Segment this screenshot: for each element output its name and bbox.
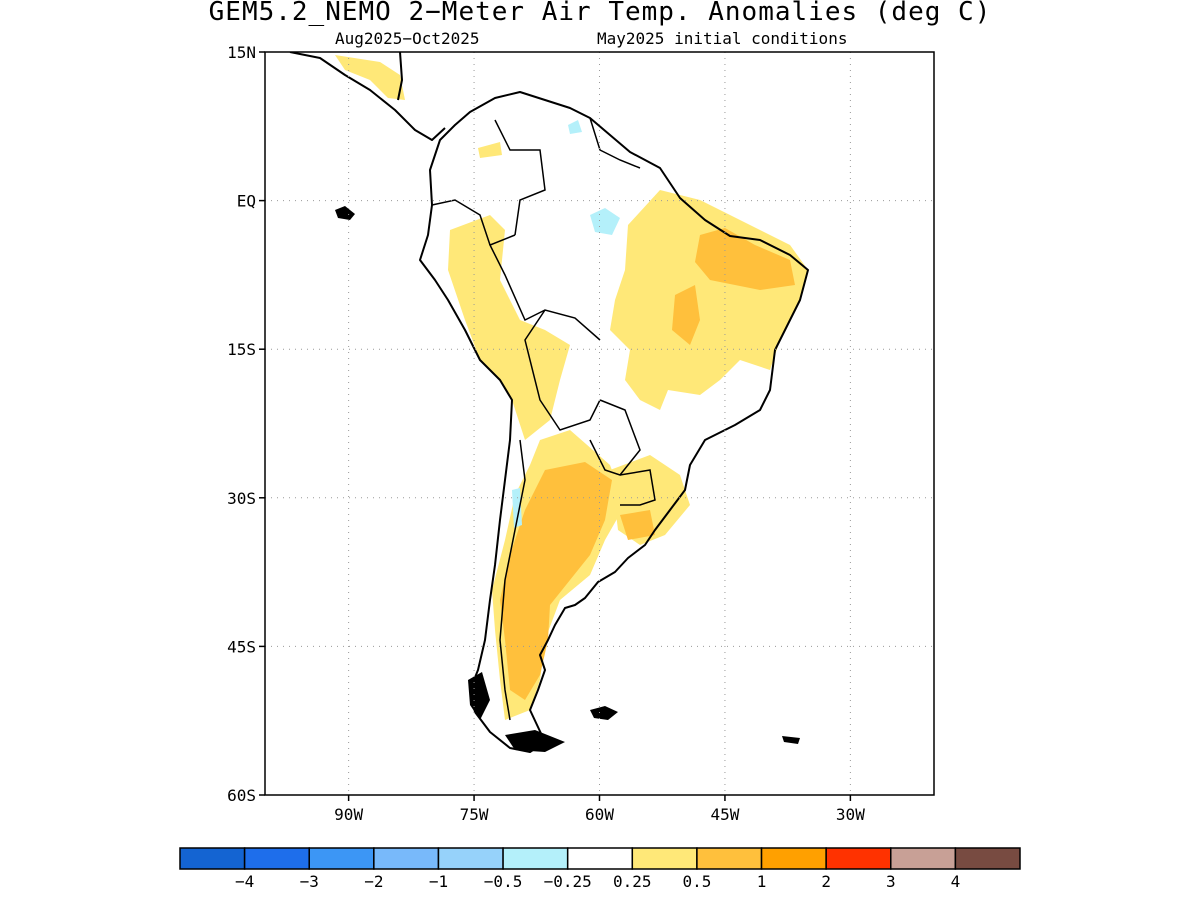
anomaly-region-uruguay [620, 510, 655, 540]
legend-label: 0.25 [613, 872, 652, 891]
legend-swatch [566, 847, 634, 870]
border-ecuador [431, 199, 491, 246]
legend-label: −1 [429, 872, 448, 891]
anomaly-region-colombia [478, 142, 502, 158]
caribbean-coastline [397, 52, 403, 101]
latitude-axis: 15N EQ 15S 30S 45S 60S [227, 43, 265, 805]
border-paraguay [589, 399, 641, 476]
graticule [265, 52, 934, 795]
border-bolivia [524, 309, 601, 431]
islands [335, 206, 800, 752]
anomaly-region-amazon-cool [590, 208, 620, 235]
initial-conditions: May2025 initial conditions [597, 29, 848, 48]
anomaly-region-venezuela-cool [568, 120, 582, 134]
legend-label: −2 [364, 872, 383, 891]
legend-label: −3 [300, 872, 319, 891]
anomaly-shading [335, 55, 808, 720]
central-america-coastline [289, 52, 446, 141]
chile-fjords [468, 672, 490, 720]
anomaly-region-brazil-interior [672, 285, 700, 345]
coastlines [289, 52, 809, 753]
lat-tick-label: EQ [237, 192, 256, 211]
lon-tick-label: 75W [460, 805, 489, 824]
falkland-islands [590, 706, 618, 720]
lon-tick-label: 60W [585, 805, 614, 824]
legend-swatch [308, 847, 375, 870]
legend-swatch [954, 847, 1021, 870]
legend-swatch [437, 847, 504, 870]
anomaly-region-patagonia [500, 462, 612, 700]
legend-swatch [243, 847, 310, 870]
legend-swatch [696, 847, 763, 870]
tierra-del-fuego [505, 730, 565, 752]
anomaly-region-andes-peru [448, 215, 570, 440]
border-argentina-chile [499, 439, 526, 721]
legend-label: 2 [821, 872, 831, 891]
map-title: GEM5.2_NEMO 2−Meter Air Temp. Anomalies … [208, 0, 992, 27]
legend-swatch [890, 847, 957, 870]
legend-label: −0.5 [484, 872, 523, 891]
legend-label: −4 [235, 872, 254, 891]
legend-swatch [502, 847, 569, 870]
lon-tick-label: 90W [334, 805, 363, 824]
lon-tick-label: 30W [836, 805, 865, 824]
anomaly-region-northeast-brazil [695, 228, 795, 290]
legend-swatch [179, 847, 246, 870]
border-argentina-brazil [619, 469, 656, 506]
legend-label: 0.5 [682, 872, 711, 891]
legend-swatch [373, 847, 440, 870]
legend-label: 1 [757, 872, 767, 891]
anomaly-region-caribbean-coast [335, 55, 405, 100]
national-borders [431, 117, 656, 721]
lat-tick-label: 45S [227, 637, 256, 656]
anomaly-region-central-brazil [610, 190, 808, 410]
legend-swatch [760, 847, 827, 870]
forecast-period: Aug2025−Oct2025 [335, 29, 480, 48]
lon-tick-label: 45W [710, 805, 739, 824]
legend-swatch [631, 847, 698, 870]
legend-swatch [825, 847, 892, 870]
legend-label: −0.25 [544, 872, 592, 891]
lat-tick-label: 30S [227, 489, 256, 508]
legend-label: 4 [951, 872, 961, 891]
color-legend: −4 −3 −2 −1 −0.5 −0.25 0.25 0.5 1 2 3 4 [179, 847, 1021, 891]
galapagos-islands [335, 206, 355, 220]
longitude-axis: 90W 75W 60W 45W 30W [334, 795, 865, 824]
south-georgia [782, 736, 800, 744]
lat-tick-label: 15N [227, 43, 256, 62]
south-america-coastline [419, 91, 809, 753]
anomaly-region-chile-cool [512, 488, 522, 528]
border-colombia-venezuela [494, 119, 546, 236]
legend-label: 3 [886, 872, 896, 891]
lat-tick-label: 15S [227, 340, 256, 359]
border-guianas [589, 117, 641, 169]
map-frame [264, 51, 935, 796]
lat-tick-label: 60S [227, 786, 256, 805]
